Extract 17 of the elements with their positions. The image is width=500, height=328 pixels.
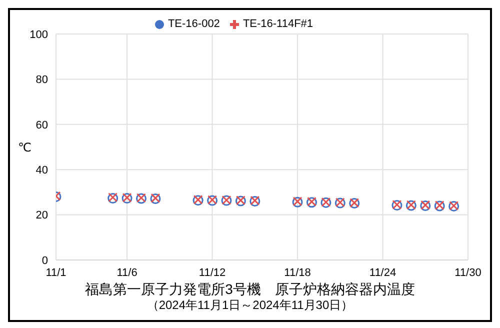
text: 福島第一原子力発電所3号機 原子炉格納容器内温度 (84, 280, 416, 298)
y-tick-label: 20 (36, 210, 48, 222)
x-tick-label: 11/1 (46, 266, 66, 279)
x-tick-label: 11/18 (284, 266, 311, 279)
y-axis-title: ℃ (18, 140, 32, 154)
y-tick-label: 80 (36, 74, 48, 86)
y-tick-label: 100 (30, 28, 48, 41)
y-tick-label: 60 (36, 119, 48, 132)
x-tick-label: 11/12 (198, 266, 226, 279)
y-tick-label: 40 (36, 164, 48, 177)
x-tick-label: 11/24 (369, 266, 396, 279)
x-tick-label: 11/6 (116, 266, 138, 279)
x-tick-label: 11/30 (454, 266, 482, 279)
y-tick-label: 0 (42, 254, 48, 267)
legend-label: TE-16-114F#1 (242, 18, 314, 30)
legend-label: TE-16-002 (168, 18, 220, 30)
text: （2024年11月1日～2024年11月30日） (146, 298, 354, 313)
